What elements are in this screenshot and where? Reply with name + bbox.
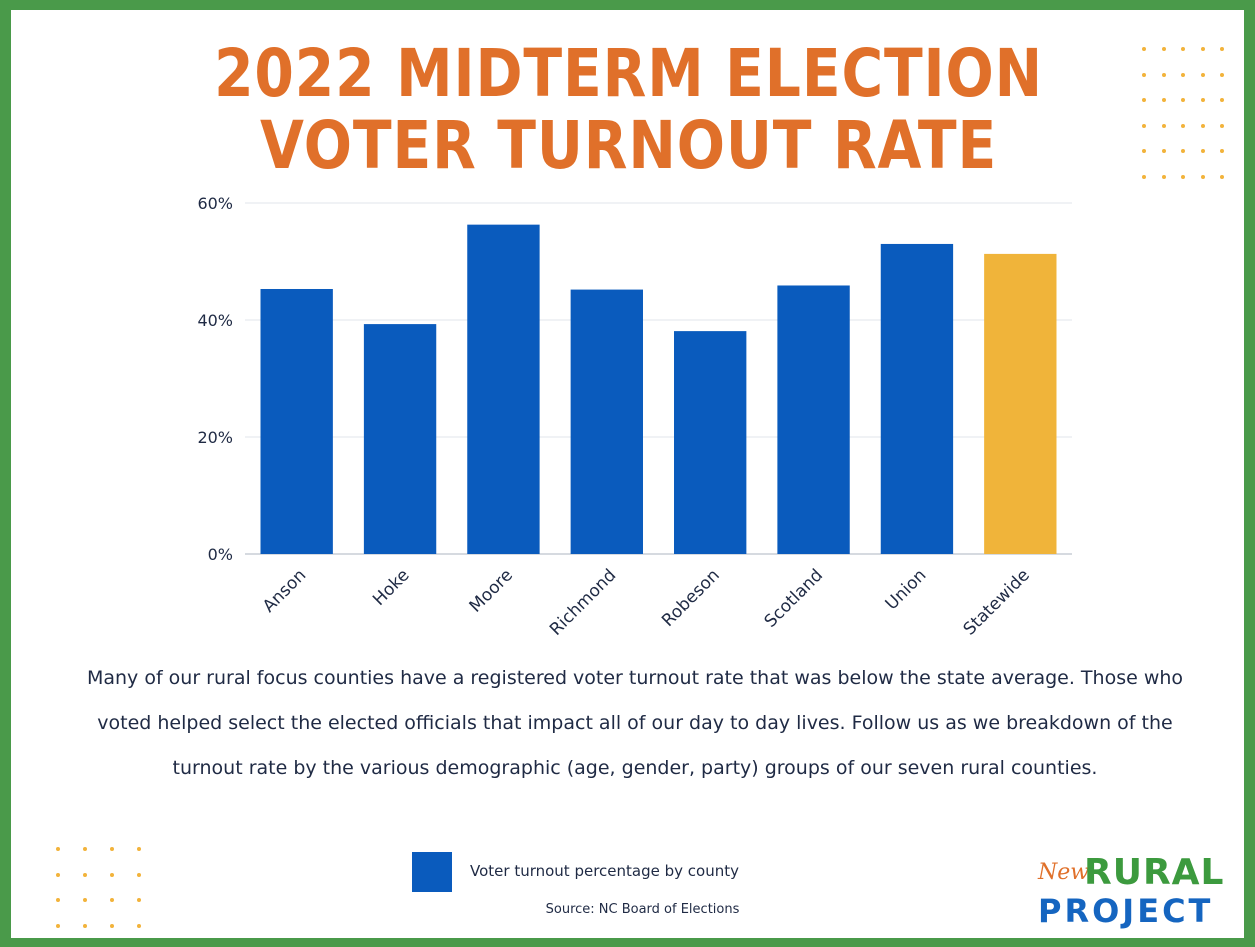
bar-richmond — [570, 289, 643, 554]
decorative-dot — [1181, 149, 1185, 153]
decorative-dot — [1200, 174, 1205, 179]
bar-robeson — [674, 331, 747, 554]
x-tick-label: Moore — [466, 565, 517, 616]
decorative-dot — [137, 872, 141, 877]
decorative-dot — [1220, 72, 1224, 77]
bar-statewide — [984, 253, 1057, 554]
decorative-dot — [1200, 123, 1205, 128]
x-tick-label: Hoke — [369, 565, 413, 609]
decorative-dot — [110, 872, 114, 877]
decorative-dot — [137, 898, 141, 902]
bar-chart: 0% 20% 40% 60% Anson Hoke Moore Richmond Robeson… — [197, 194, 1072, 640]
decorative-dot — [1181, 72, 1185, 77]
decorative-dot — [1161, 149, 1166, 153]
decorative-dot — [1200, 98, 1205, 102]
y-tick-label: 20% — [197, 428, 233, 447]
decorative-dot — [1142, 72, 1146, 77]
decorative-dot — [1161, 72, 1166, 77]
decorative-dot — [1161, 174, 1166, 179]
logo-text-rural: RURAL — [1084, 852, 1225, 893]
logo-text-project: PROJECT — [1038, 892, 1214, 930]
legend-swatch — [412, 852, 452, 892]
bar-scotland — [777, 285, 850, 554]
decorative-dot — [137, 847, 141, 851]
decorative-dot — [1220, 98, 1224, 102]
decorative-dot — [83, 923, 87, 928]
decorative-dot — [1181, 47, 1185, 51]
decorative-dot — [1220, 149, 1224, 153]
bar-hoke — [363, 324, 437, 554]
x-tick-label: Union — [882, 565, 931, 614]
y-tick-label: 0% — [208, 545, 233, 564]
x-tick-label: Statewide — [960, 565, 1034, 639]
decorative-dot — [1142, 149, 1146, 153]
chart-title: 2022 MIDTERM ELECTION VOTER TURNOUT RATE — [89, 38, 1168, 182]
legend-label: Voter turnout percentage by county — [470, 862, 739, 880]
x-tick-label: Anson — [259, 565, 310, 616]
decorative-dot — [1142, 98, 1146, 102]
logo-text-new: New — [1038, 860, 1090, 885]
bar-moore — [467, 224, 540, 554]
decorative-dot — [83, 898, 87, 902]
decorative-dot — [1181, 123, 1185, 128]
decorative-dot — [1142, 174, 1146, 179]
decorative-dot — [56, 872, 60, 877]
x-tick-label: Scotland — [761, 565, 827, 631]
decorative-dot — [1200, 149, 1205, 153]
decorative-dot — [1142, 123, 1146, 128]
decorative-dot — [1220, 174, 1224, 179]
decorative-dot — [83, 847, 87, 851]
decorative-dot — [1181, 98, 1185, 102]
chart-title-line2: VOTER TURNOUT RATE — [259, 107, 998, 184]
decorative-dot — [1200, 47, 1205, 51]
decorative-dot — [1161, 47, 1166, 51]
decorative-dot — [1181, 174, 1185, 179]
source-note: Source: NC Board of Elections — [545, 902, 740, 917]
decorative-dot — [110, 847, 114, 851]
decorative-dot — [137, 923, 141, 928]
y-tick-label: 40% — [197, 311, 233, 330]
decorative-dot — [1161, 98, 1166, 102]
decorative-dot — [1220, 47, 1224, 51]
decorative-dot — [110, 923, 114, 928]
description-text: Many of our rural focus counties have a … — [86, 667, 1184, 779]
decorative-dot — [1161, 123, 1166, 128]
bar-anson — [260, 288, 333, 554]
decorative-dot — [1142, 47, 1146, 51]
new-rural-project-logo: New RURAL PROJECT — [1038, 852, 1228, 932]
bar-union — [880, 243, 954, 554]
x-tick-label: Robeson — [658, 565, 724, 631]
decorative-dot — [83, 872, 87, 877]
decorative-dot — [110, 898, 114, 902]
x-tick-label: Richmond — [546, 565, 620, 639]
decorative-dot — [1220, 123, 1224, 128]
decorative-dot — [56, 847, 60, 851]
decorative-dot — [56, 898, 60, 902]
decorative-dot — [1200, 72, 1205, 77]
chart-title-line1: 2022 MIDTERM ELECTION — [214, 35, 1044, 112]
decorative-dot — [56, 923, 60, 928]
y-tick-label: 60% — [197, 194, 233, 213]
